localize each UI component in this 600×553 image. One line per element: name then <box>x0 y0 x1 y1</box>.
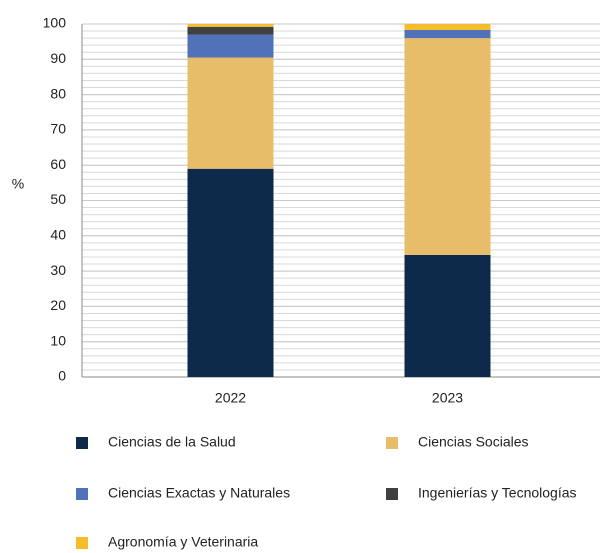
legend-swatch <box>386 488 398 500</box>
y-tick-label: 0 <box>58 368 66 384</box>
legend-swatch <box>386 437 398 449</box>
bar-segment <box>187 34 274 58</box>
y-tick-label: 40 <box>50 227 66 243</box>
legend-swatch <box>76 488 88 500</box>
y-tick-label: 80 <box>50 85 66 101</box>
bar-segment <box>187 57 274 169</box>
bar-segment <box>404 38 491 255</box>
y-tick-label: 50 <box>50 191 66 207</box>
x-tick-label: 2023 <box>432 390 463 406</box>
legend-swatch <box>76 437 88 449</box>
y-tick-label: 70 <box>50 121 66 137</box>
y-tick-label: 30 <box>50 262 66 278</box>
legend-label: Agronomía y Veterinaria <box>108 534 258 550</box>
bar-segment <box>187 24 274 27</box>
bar-segment <box>187 26 274 35</box>
legend-label: Ciencias Exactas y Naturales <box>108 485 290 501</box>
y-axis-label: % <box>12 176 24 192</box>
y-tick-label: 60 <box>50 156 66 172</box>
y-tick-label: 20 <box>50 297 66 313</box>
bar-segment <box>404 30 491 39</box>
legend-label: Ciencias de la Salud <box>108 434 236 450</box>
legend-swatch <box>76 537 88 549</box>
bar-segment <box>404 24 491 31</box>
y-tick-label: 10 <box>50 332 66 348</box>
bar-segment <box>187 168 274 377</box>
y-tick-label: 90 <box>50 50 66 66</box>
y-tick-label: 100 <box>43 15 67 31</box>
legend-label: Ingenierías y Tecnologías <box>418 485 577 501</box>
x-tick-label: 2022 <box>215 390 246 406</box>
bar-segment <box>404 254 491 377</box>
legend-label: Ciencias Sociales <box>418 434 529 450</box>
